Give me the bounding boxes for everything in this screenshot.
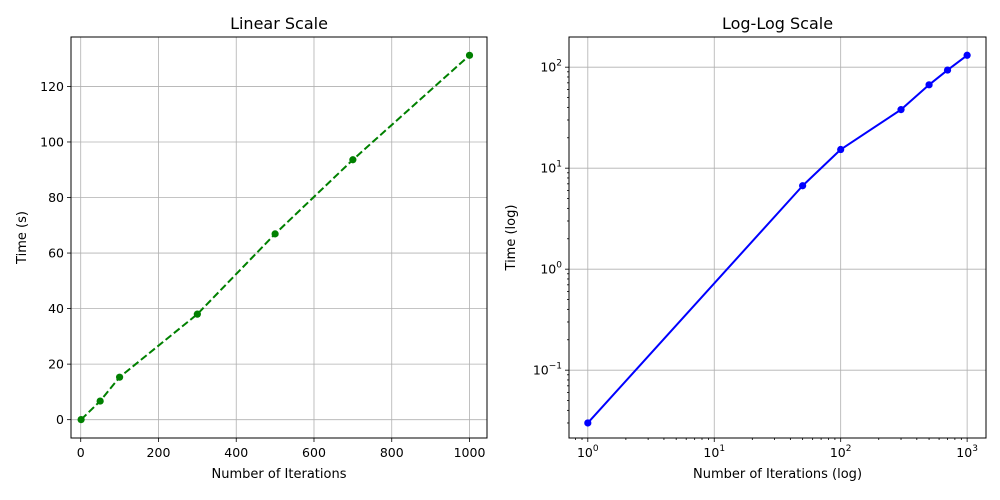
y-tick-label: 60 [48,246,64,261]
y-axis-label: Time (s) [15,211,30,265]
y-tick-label: 40 [48,301,64,316]
data-point [465,51,474,59]
log-log-scale-panel: Log-Log Scale 100 101 102 103 10−1 100 101 102 Nu… [504,14,987,482]
x-axis-label: Number of Iterations [212,467,347,482]
chart-title: Log-Log Scale [722,14,833,33]
data-point [925,81,933,89]
data-point [271,230,279,238]
x-tick-label: 103 [956,444,978,460]
data-point [943,66,952,74]
data-point [799,182,807,190]
plot-frame [568,36,987,439]
x-axis-label: Number of Iterations (log) [693,467,862,482]
linear-scale-panel: Linear Scale 0 200 400 600 800 1000 0 20 40 60 80 10… [15,14,488,482]
data-point [897,106,905,114]
plot-frame [70,36,488,439]
y-tick-label: 20 [48,357,64,372]
data-point [584,419,592,427]
data-point [963,51,971,59]
y-tick-label: 10−1 [533,362,562,378]
x-tick-label: 1000 [454,445,486,460]
data-point [115,373,124,381]
y-tick-label: 80 [48,190,64,205]
data-point [77,415,85,424]
x-tick-label: 0 [77,445,85,460]
y-tick-label: 101 [540,160,562,176]
y-tick-label: 100 [40,134,64,149]
chart-title: Linear Scale [230,14,328,33]
y-axis-label: Time (log) [504,205,519,272]
series-line [587,54,968,424]
y-tick-label: 102 [540,59,562,75]
y-tick-label: 120 [40,79,64,94]
data-point [193,310,201,318]
x-tick-label: 400 [224,445,248,460]
data-point [349,156,357,164]
x-tick-label: 100 [577,444,599,460]
x-tick-label: 101 [703,444,725,460]
y-tick-label: 0 [56,412,64,427]
x-tick-label: 600 [302,445,326,460]
data-point [96,397,104,405]
x-tick-label: 200 [147,445,171,460]
x-tick-label: 800 [380,445,404,460]
x-tick-label: 102 [830,444,852,460]
y-tick-label: 100 [540,261,562,277]
data-point [837,145,845,154]
